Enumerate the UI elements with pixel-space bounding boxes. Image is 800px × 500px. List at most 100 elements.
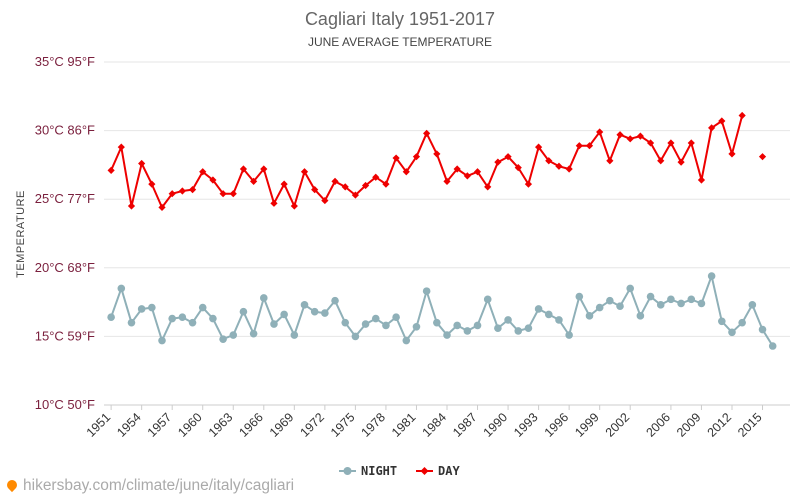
data-point-night[interactable]: [626, 284, 635, 293]
data-point-day[interactable]: [372, 173, 380, 181]
data-point-day[interactable]: [209, 176, 217, 184]
data-point-night[interactable]: [188, 318, 197, 327]
data-point-night[interactable]: [544, 310, 553, 319]
data-point-night[interactable]: [310, 307, 319, 316]
data-point-night[interactable]: [351, 332, 360, 341]
data-point-night[interactable]: [514, 327, 523, 335]
data-point-night[interactable]: [534, 305, 543, 313]
data-point-night[interactable]: [595, 303, 604, 312]
data-point-night[interactable]: [270, 320, 278, 328]
data-point-day[interactable]: [178, 187, 186, 195]
data-point-night[interactable]: [463, 327, 472, 335]
data-point-day[interactable]: [311, 185, 319, 194]
data-point-day[interactable]: [575, 142, 583, 150]
data-point-night[interactable]: [636, 312, 645, 320]
data-point-day[interactable]: [300, 168, 309, 176]
data-point-night[interactable]: [707, 272, 716, 280]
data-point-night[interactable]: [443, 331, 451, 339]
watermark-text[interactable]: hikersbay.com/climate/june/italy/cagliar…: [23, 477, 295, 494]
data-point-night[interactable]: [728, 328, 736, 337]
data-point-day[interactable]: [127, 202, 136, 210]
data-point-night[interactable]: [483, 295, 492, 304]
data-point-day[interactable]: [657, 157, 665, 165]
data-point-night[interactable]: [718, 317, 726, 326]
data-point-night[interactable]: [371, 314, 380, 323]
data-point-night[interactable]: [402, 336, 411, 345]
data-point-day[interactable]: [585, 142, 594, 150]
data-point-day[interactable]: [555, 162, 563, 170]
data-point-night[interactable]: [341, 318, 350, 327]
data-point-day[interactable]: [708, 124, 716, 132]
data-point-night[interactable]: [453, 321, 461, 330]
data-point-night[interactable]: [168, 314, 176, 323]
data-point-day[interactable]: [290, 202, 298, 210]
data-point-day[interactable]: [229, 190, 237, 198]
data-point-night[interactable]: [433, 318, 441, 327]
data-point-day[interactable]: [636, 132, 644, 140]
data-point-night[interactable]: [300, 301, 309, 309]
data-point-night[interactable]: [392, 313, 400, 321]
data-point-day[interactable]: [392, 154, 400, 162]
data-point-night[interactable]: [748, 301, 757, 309]
data-point-day[interactable]: [423, 129, 431, 137]
data-point-day[interactable]: [331, 177, 339, 185]
data-point-night[interactable]: [249, 329, 258, 338]
data-point-day[interactable]: [453, 165, 461, 173]
data-point-day[interactable]: [361, 181, 370, 190]
data-point-day[interactable]: [667, 139, 675, 147]
data-point-day[interactable]: [402, 168, 410, 176]
data-point-day[interactable]: [382, 180, 390, 188]
data-point-night[interactable]: [422, 287, 431, 295]
data-point-night[interactable]: [148, 303, 156, 312]
data-point-night[interactable]: [127, 318, 136, 327]
data-point-day[interactable]: [606, 157, 614, 165]
data-point-day[interactable]: [168, 190, 176, 198]
data-point-night[interactable]: [656, 301, 665, 309]
data-point-night[interactable]: [585, 312, 594, 320]
data-point-night[interactable]: [606, 296, 614, 305]
data-point-day[interactable]: [138, 159, 146, 168]
data-point-day[interactable]: [250, 177, 258, 185]
data-point-day[interactable]: [484, 183, 492, 191]
data-point-night[interactable]: [198, 303, 207, 312]
data-point-night[interactable]: [473, 321, 482, 330]
data-point-night[interactable]: [697, 299, 706, 308]
data-point-night[interactable]: [565, 331, 573, 339]
data-point-night[interactable]: [219, 335, 227, 343]
data-point-day[interactable]: [514, 164, 522, 172]
legend[interactable]: NIGHT DAY: [339, 464, 460, 478]
data-point-day[interactable]: [188, 185, 197, 194]
data-point-night[interactable]: [768, 342, 777, 350]
data-point-night[interactable]: [677, 299, 685, 308]
data-point-night[interactable]: [321, 309, 329, 317]
data-point-day[interactable]: [565, 165, 573, 173]
data-point-day[interactable]: [321, 196, 329, 205]
data-point-day[interactable]: [728, 150, 736, 158]
data-point-day[interactable]: [270, 199, 278, 207]
data-point-night[interactable]: [504, 316, 512, 324]
data-point-night[interactable]: [382, 321, 390, 330]
data-point-night[interactable]: [646, 292, 655, 301]
data-point-day[interactable]: [433, 150, 441, 158]
data-point-day[interactable]: [697, 176, 706, 184]
data-point-night[interactable]: [331, 296, 339, 305]
data-point-day[interactable]: [158, 203, 166, 212]
data-point-night[interactable]: [239, 307, 248, 316]
data-point-night[interactable]: [738, 318, 746, 327]
data-point-day[interactable]: [239, 165, 248, 173]
data-point-day[interactable]: [738, 111, 746, 120]
data-point-day[interactable]: [107, 166, 115, 174]
data-point-day[interactable]: [494, 158, 502, 166]
data-point-day[interactable]: [687, 139, 695, 147]
data-point-night[interactable]: [616, 302, 624, 311]
data-point-day[interactable]: [616, 131, 624, 139]
data-point-day[interactable]: [718, 117, 726, 125]
legend-item-night[interactable]: NIGHT: [339, 464, 397, 478]
data-point-day[interactable]: [473, 168, 482, 176]
data-point-day[interactable]: [148, 180, 156, 188]
data-point-day[interactable]: [412, 153, 421, 161]
data-point-day[interactable]: [535, 143, 543, 151]
data-point-day[interactable]: [117, 143, 125, 151]
data-point-day[interactable]: [463, 172, 471, 180]
data-point-day[interactable]: [758, 153, 767, 161]
